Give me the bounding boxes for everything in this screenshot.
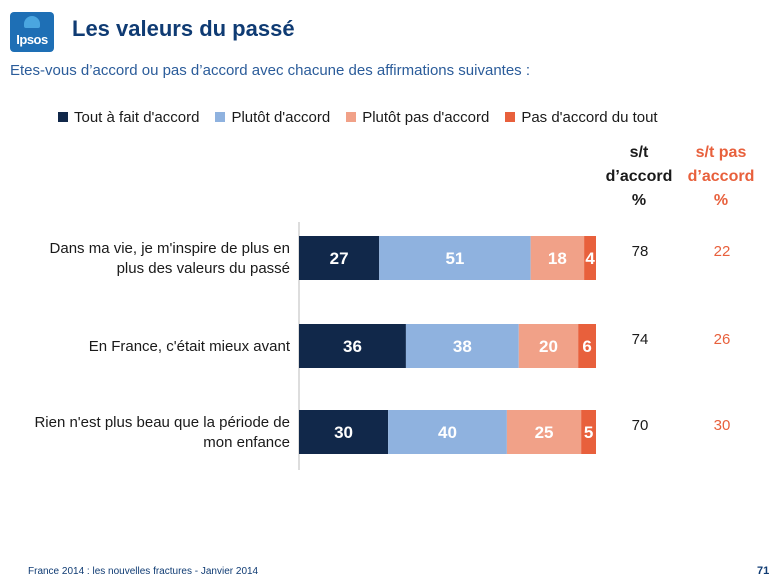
data-label: 36 [343, 337, 362, 356]
category-label: Rien n'est plus beau que la période de [34, 414, 290, 431]
total-agree: 70 [632, 417, 649, 434]
data-label: 27 [330, 249, 349, 268]
data-label: 51 [445, 249, 464, 268]
column-header-line: s/t pas [695, 144, 747, 161]
legend-label: Plutôt d'accord [231, 108, 331, 126]
legend-swatch [215, 112, 226, 122]
chart-legend: Tout à fait d'accord Plutôt d'accord Plu… [58, 107, 658, 127]
data-label: 38 [453, 337, 472, 356]
data-label: 18 [548, 249, 567, 268]
footer-source: France 2014 : les nouvelles fractures - … [28, 566, 259, 577]
category-label: plus des valeurs du passé [117, 260, 290, 277]
total-disagree: 22 [714, 243, 731, 260]
column-header-line: d’accord [605, 168, 673, 185]
logo-mark-icon [24, 16, 40, 28]
category-label: Dans ma vie, je m'inspire de plus en [50, 240, 290, 257]
data-label: 6 [582, 337, 591, 356]
bar-segment [530, 236, 585, 280]
logo-text: Ipsos [16, 31, 48, 47]
category-label: mon enfance [203, 434, 290, 451]
category-label: En France, c'était mieux avant [89, 338, 291, 355]
bar-segment [379, 236, 531, 280]
legend-swatch [58, 112, 68, 122]
bar-segment [584, 236, 596, 280]
bar-segment [299, 324, 406, 368]
data-label: 4 [585, 249, 595, 268]
column-header-line: d’accord [687, 168, 755, 185]
column-header-line: s/t [629, 144, 649, 161]
legend-item-plutot-pas: Plutôt pas d'accord [346, 109, 489, 126]
bar-segment [518, 324, 579, 368]
bar-segment [506, 410, 582, 454]
bar-segment [388, 410, 507, 454]
legend-label: Tout à fait d'accord [74, 108, 200, 126]
bar-segment [578, 324, 596, 368]
legend-swatch [505, 112, 516, 122]
column-header-agree: s/t d’accord % [594, 141, 684, 213]
total-disagree: 30 [714, 417, 731, 434]
column-header-disagree: s/t pas d’accord % [676, 141, 766, 213]
bar-segment [581, 410, 596, 454]
column-header-line: % [713, 192, 729, 209]
legend-swatch [346, 112, 357, 122]
bar-segment [299, 410, 389, 454]
data-label: 5 [584, 423, 593, 442]
data-label: 30 [334, 423, 353, 442]
page-subtitle: Etes-vous d’accord ou pas d’accord avec … [10, 62, 531, 79]
ipsos-logo: Ipsos [10, 12, 54, 52]
page-title: Les valeurs du passé [72, 16, 295, 41]
legend-label: Plutôt pas d'accord [362, 108, 490, 126]
legend-item-pas-du-tout: Pas d'accord du tout [505, 108, 658, 126]
page-number: 71 [757, 565, 770, 577]
total-agree: 74 [632, 331, 649, 348]
bar-segment [405, 324, 519, 368]
legend-item-tout-a-fait: Tout à fait d'accord [58, 109, 199, 126]
total-agree: 78 [632, 243, 649, 260]
data-label: 40 [438, 423, 457, 442]
legend-item-plutot: Plutôt d'accord [215, 109, 330, 126]
bar-segment [299, 236, 380, 280]
data-label: 20 [539, 337, 558, 356]
column-header-line: % [631, 192, 647, 209]
data-label: 25 [535, 423, 554, 442]
total-disagree: 26 [714, 331, 731, 348]
legend-label: Pas d'accord du tout [521, 108, 658, 126]
